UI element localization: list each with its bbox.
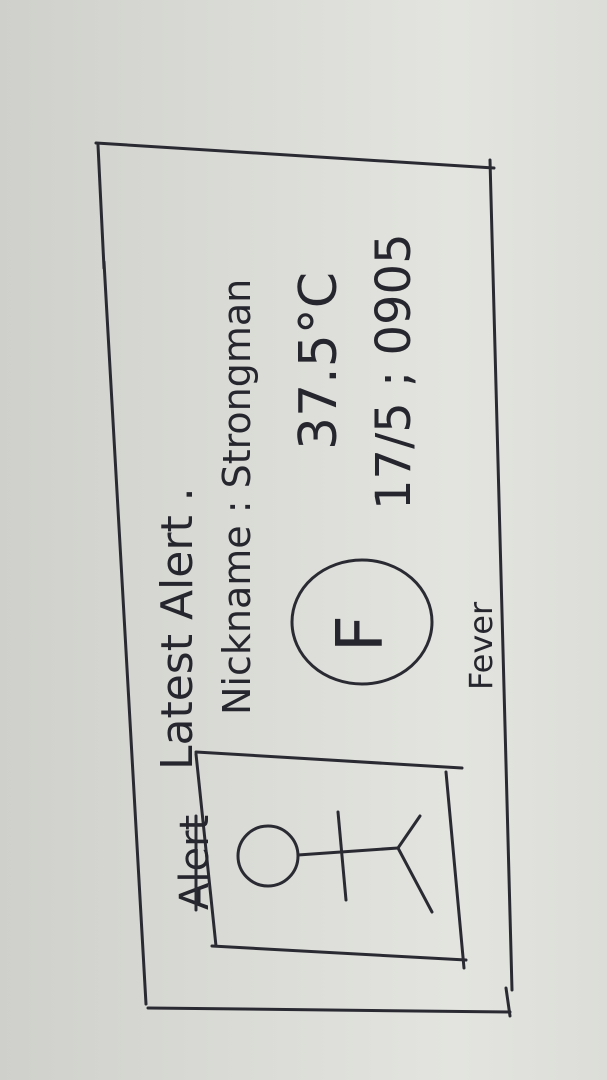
badge-caption: Fever (462, 601, 500, 690)
alert-title: Latest Alert . (152, 487, 203, 770)
fever-circle-icon (290, 558, 434, 686)
nickname-line: Nickname : Strongman (215, 279, 259, 715)
temperature-reading: 37.5°C (289, 272, 349, 450)
alert-datetime: 17/5 ; 0905 (366, 233, 422, 510)
person-stick-figure-icon (236, 810, 434, 914)
badge-letter: F (324, 615, 398, 652)
alert-card-frame (94, 141, 514, 1018)
avatar-frame (194, 750, 468, 970)
